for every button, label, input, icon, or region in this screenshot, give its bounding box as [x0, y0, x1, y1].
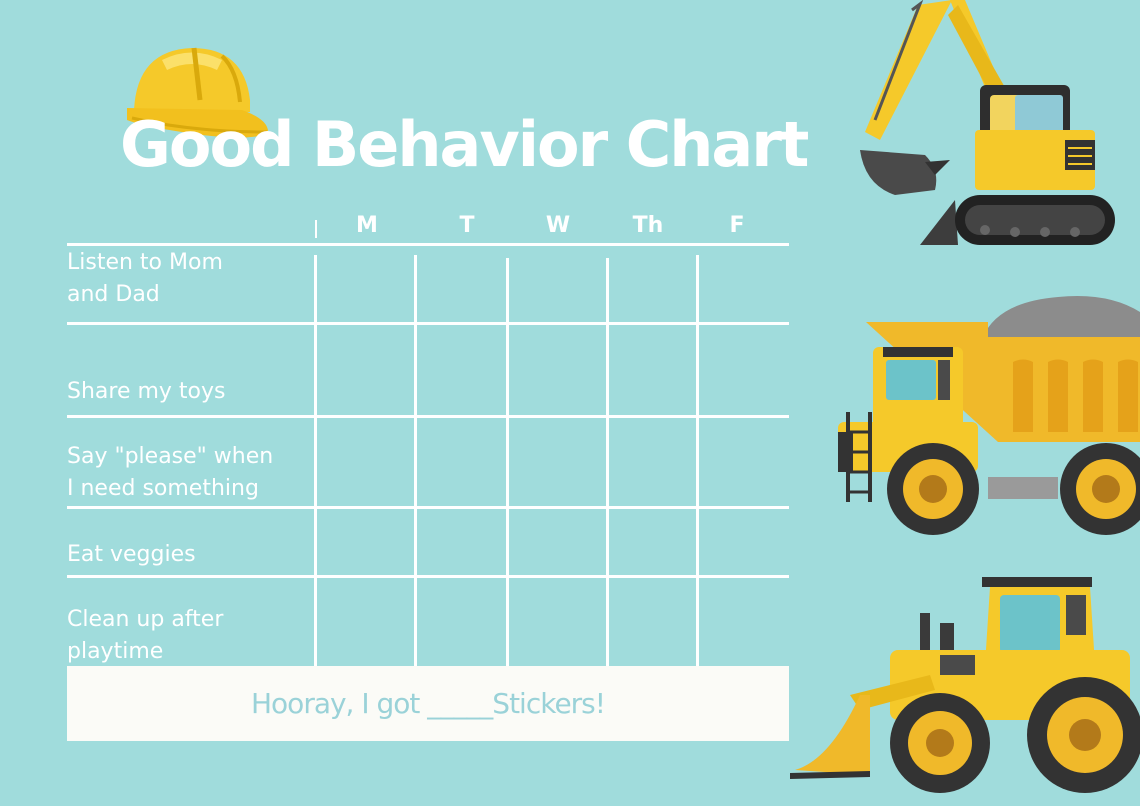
grid-line	[506, 258, 509, 666]
excavator-icon	[860, 0, 1115, 245]
behavior-label: Share my toys	[67, 379, 226, 404]
grid-line	[67, 506, 789, 509]
behavior-label: Clean up after playtime	[67, 607, 224, 664]
sticker-count-text: Hooray, I got _____Stickers!	[251, 687, 606, 720]
sticker-banner: Hooray, I got _____Stickers!	[67, 666, 789, 741]
day-header-friday: F	[729, 213, 745, 238]
grid-line	[67, 243, 789, 246]
header-divider	[315, 220, 317, 238]
behavior-label: Eat veggies	[67, 542, 196, 567]
dump-truck-icon	[838, 296, 1140, 535]
behavior-label: Listen to Mom and Dad	[67, 250, 223, 307]
grid-line	[696, 255, 699, 666]
grid-line	[606, 258, 609, 666]
day-header-tuesday: T	[459, 213, 475, 238]
wheel-loader-icon	[790, 577, 1140, 793]
hard-hat-icon	[127, 47, 269, 138]
grid-line	[67, 322, 789, 325]
day-header-thursday: Th	[632, 213, 664, 238]
day-header-monday: M	[356, 213, 378, 238]
day-header-wednesday: W	[545, 213, 571, 238]
behavior-label: Say "please" when I need something	[67, 444, 274, 501]
grid-line	[314, 255, 317, 666]
grid-line	[67, 575, 789, 578]
grid-line	[67, 415, 789, 418]
page-title: Good Behavior Chart	[120, 108, 809, 181]
grid-line	[414, 255, 417, 666]
